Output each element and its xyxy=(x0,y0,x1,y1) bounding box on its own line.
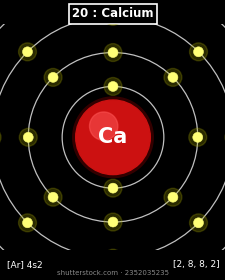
Circle shape xyxy=(108,253,117,263)
Circle shape xyxy=(167,73,177,82)
Circle shape xyxy=(224,128,225,146)
Circle shape xyxy=(48,192,58,202)
Circle shape xyxy=(75,100,150,175)
Circle shape xyxy=(104,44,122,62)
Circle shape xyxy=(167,192,177,202)
Text: [Ar] 4s2: [Ar] 4s2 xyxy=(7,260,42,269)
Circle shape xyxy=(108,81,117,92)
Circle shape xyxy=(163,188,181,206)
Circle shape xyxy=(23,132,33,142)
Circle shape xyxy=(104,249,122,267)
Circle shape xyxy=(104,179,122,197)
Circle shape xyxy=(104,8,122,25)
Circle shape xyxy=(0,128,1,146)
Circle shape xyxy=(189,214,207,232)
Circle shape xyxy=(22,218,32,228)
Circle shape xyxy=(19,128,37,146)
Circle shape xyxy=(163,68,181,86)
Circle shape xyxy=(104,213,122,231)
Circle shape xyxy=(193,47,202,57)
Circle shape xyxy=(104,78,122,95)
Circle shape xyxy=(189,43,207,61)
Circle shape xyxy=(108,48,117,57)
Circle shape xyxy=(18,214,36,232)
Text: [2, 8, 8, 2]: [2, 8, 8, 2] xyxy=(172,260,218,269)
Circle shape xyxy=(108,11,117,21)
Text: 20 : Calcium: 20 : Calcium xyxy=(72,7,153,20)
Circle shape xyxy=(108,217,117,227)
Circle shape xyxy=(48,73,58,82)
Circle shape xyxy=(72,97,153,178)
Circle shape xyxy=(44,188,62,206)
Text: shutterstock.com · 2352035235: shutterstock.com · 2352035235 xyxy=(57,270,168,276)
Text: Ca: Ca xyxy=(98,127,127,147)
Circle shape xyxy=(188,128,206,146)
Circle shape xyxy=(89,112,117,140)
Circle shape xyxy=(193,218,202,228)
Circle shape xyxy=(192,132,202,142)
Circle shape xyxy=(18,43,36,61)
Circle shape xyxy=(108,183,117,193)
Circle shape xyxy=(44,68,62,86)
Circle shape xyxy=(22,47,32,57)
